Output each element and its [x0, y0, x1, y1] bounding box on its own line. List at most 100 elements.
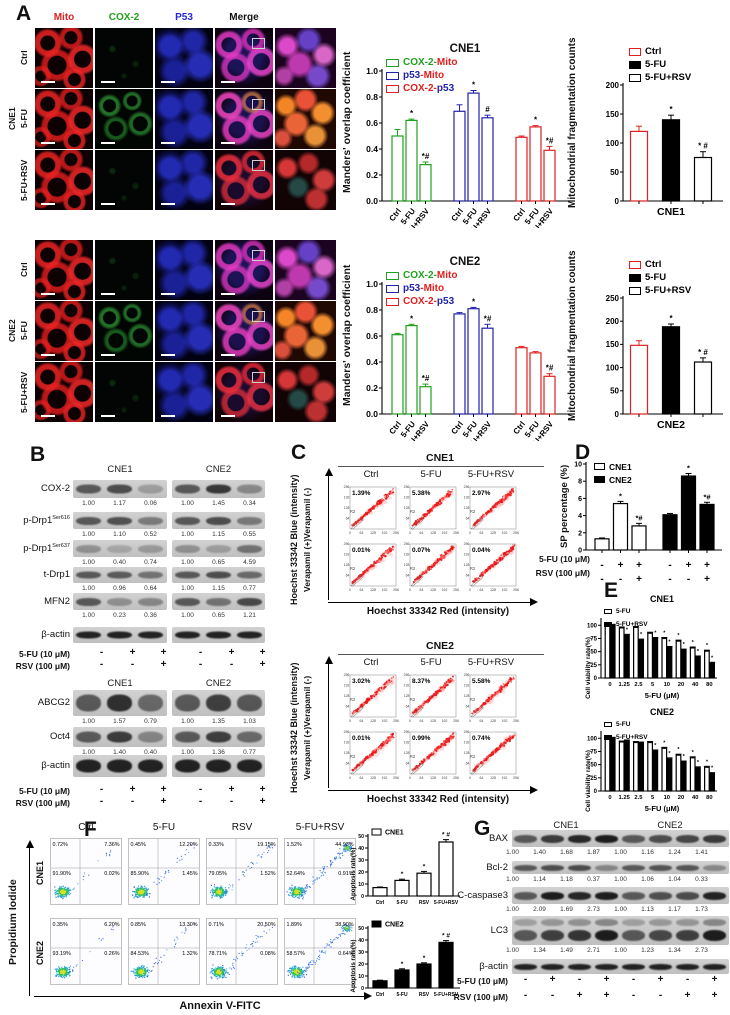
blot-band	[175, 694, 200, 712]
svg-text:0: 0	[409, 719, 411, 723]
chart-legend: 5-FU 5-FU+RSV	[604, 718, 648, 744]
band-value: 0.40	[113, 559, 126, 566]
condition-sign: +	[711, 990, 718, 1001]
svg-text:5: 5	[651, 682, 655, 688]
band-value: 1.06	[641, 876, 654, 883]
blot-band	[175, 516, 200, 525]
scale-bar	[161, 354, 175, 356]
band-value: 1.13	[641, 906, 654, 913]
svg-text:52.64%: 52.64%	[287, 871, 305, 877]
svg-text:128: 128	[430, 588, 436, 592]
blot-band	[514, 891, 537, 900]
svg-text:R2: R2	[350, 509, 356, 514]
blot-band	[649, 864, 672, 871]
svg-text:128: 128	[344, 694, 350, 698]
legend-label-part: 5-FU	[645, 272, 667, 283]
svg-text:0: 0	[578, 547, 582, 554]
y-axis-arrowhead	[324, 656, 333, 664]
blot-band	[175, 571, 200, 579]
scale-bar	[101, 81, 115, 83]
svg-text:192: 192	[442, 531, 448, 535]
band-value: 0.77	[243, 585, 256, 592]
inset-box	[251, 98, 265, 110]
svg-text:*: *	[683, 642, 686, 648]
band-value: 1.69	[560, 906, 573, 913]
svg-text:Cell viability rate(%): Cell viability rate(%)	[585, 750, 592, 812]
protein-label-t-Drp1: t-Drp1	[43, 569, 70, 580]
flow-plot-CNE1-1-2: 64 128 192 256 0 64 128 192 256 R2 0.04%	[464, 542, 519, 592]
svg-text:64: 64	[346, 517, 350, 521]
flow-plot-CNE2-0-0: 64 128 192 256 0 64 128 192 256 R2 3.02%	[344, 673, 399, 723]
inset-box	[251, 371, 265, 383]
apoptosis-flow-plot-CNE1-5-FU+RSV: 1.52% 44.93% 52.64% 0.91%	[284, 838, 356, 905]
chart-title: CNE2	[449, 256, 481, 268]
blot-band	[541, 891, 564, 900]
condition-sign: -	[523, 974, 528, 985]
svg-text:192: 192	[404, 684, 410, 688]
column-header-5-FU+RSV: 5-FU+RSV	[467, 657, 515, 668]
legend-swatch	[629, 260, 641, 269]
condition-label: 5-FU (10 μM)	[456, 976, 508, 986]
chart-legend: CNE1 CNE2	[594, 460, 632, 486]
condition-label: 5-FU (10 μM)	[18, 649, 70, 659]
blot-band	[138, 731, 163, 743]
svg-text:*: *	[410, 109, 414, 118]
band-value: 1.00	[82, 718, 95, 725]
band-value: 1.34	[533, 947, 546, 954]
micrograph-zoom-CNE2-Ctrl	[275, 240, 336, 300]
blot-band	[138, 597, 163, 606]
condition-label: RSV (100 μM)	[535, 568, 590, 578]
svg-text:75: 75	[590, 750, 597, 756]
y-axis-arrowhead	[324, 468, 333, 476]
svg-text:64: 64	[360, 531, 364, 535]
svg-text:192: 192	[344, 553, 350, 557]
blot-band	[703, 834, 726, 843]
svg-text:5: 5	[651, 795, 655, 801]
svg-text:R2: R2	[350, 754, 356, 759]
svg-text:256: 256	[464, 673, 470, 677]
svg-text:256: 256	[393, 776, 399, 780]
svg-text:R2: R2	[470, 754, 476, 759]
micrograph-CNE1-Ctrl-p53	[155, 28, 213, 88]
svg-text:4: 4	[578, 513, 582, 520]
svg-text:1.52%: 1.52%	[287, 842, 302, 848]
band-value: 0.34	[243, 500, 256, 507]
svg-text:CNE1: CNE1	[650, 594, 674, 604]
y-axis-label: SP percentage (%)	[559, 464, 570, 548]
chart-apoptosis_cne2: Apoptosis rate(%) CNE2 0 10 20 30 40 50 Ctrl * 5-F…	[348, 916, 466, 1008]
chart-legend: Ctrl 5-FU 5-FU+RSV	[629, 45, 691, 84]
svg-text:64: 64	[420, 776, 424, 780]
condition-sign: +	[160, 784, 167, 795]
svg-text:64: 64	[480, 719, 484, 723]
flow-plot-CNE1-1-0: 64 128 192 256 0 64 128 192 256 R2 0.01%	[344, 542, 399, 592]
blot-band	[206, 631, 231, 639]
band-value: 1.00	[181, 718, 194, 725]
micrograph-zoom-CNE1-Ctrl	[275, 28, 336, 88]
micrograph-CNE1-Ctrl-merge	[215, 28, 273, 88]
legend-swatch	[386, 297, 399, 306]
hoechst-block-CNE2: CNE2 Ctrl 5-FU 5-FU+RSV Hoechst 33342 Blue (…	[289, 640, 546, 818]
legend-label-part: 5-FU	[645, 59, 667, 70]
blot-p-Drp1-cne1	[73, 540, 167, 557]
svg-text:R2: R2	[350, 697, 356, 702]
blot-band	[76, 544, 101, 553]
svg-text:128: 128	[464, 506, 470, 510]
blot-Oct4-cne1	[73, 727, 167, 747]
svg-text:256: 256	[404, 485, 410, 489]
chart-apoptosis_cne1: Apoptosis rate(%) CNE1 0 10 20 30 40 50 Ctrl * 5-F…	[348, 824, 466, 916]
svg-text:64: 64	[480, 531, 484, 535]
band-value: 1.00	[181, 612, 194, 619]
condition-sign: +	[603, 990, 610, 1001]
svg-text:256: 256	[453, 776, 459, 780]
svg-text:*: *	[619, 491, 622, 500]
blot-band	[107, 516, 132, 525]
condition-sign: -	[658, 990, 663, 1001]
blot-band	[206, 516, 231, 525]
svg-text:-: -	[619, 574, 622, 584]
svg-text:R2: R2	[410, 509, 416, 514]
protein-label-Oct4: Oct4	[49, 731, 70, 742]
blot-band	[107, 597, 132, 606]
band-value: 1.00	[181, 531, 194, 538]
mitofrag-plot: 0 50 100 150 200 250 * * # CNE2	[606, 294, 723, 431]
band-value: 4.59	[243, 559, 256, 566]
